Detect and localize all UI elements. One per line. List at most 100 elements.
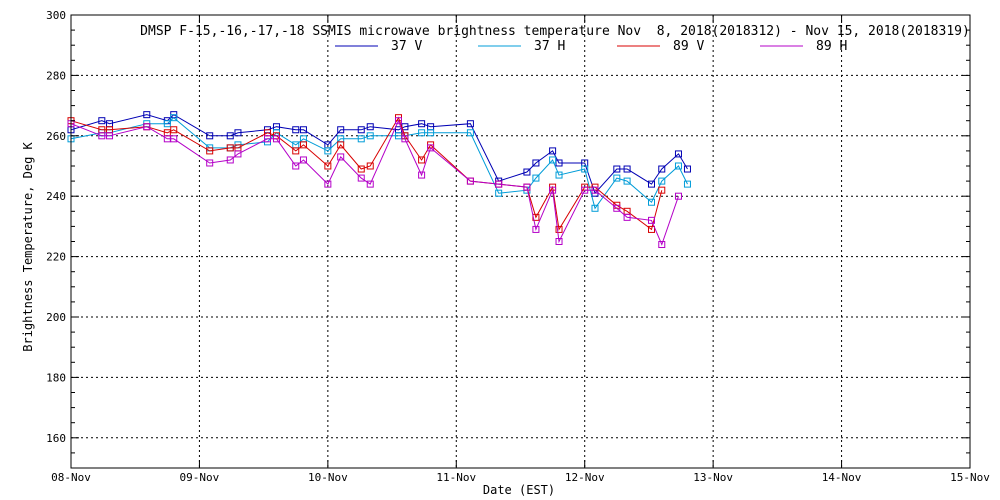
data-point xyxy=(337,126,345,134)
data-point xyxy=(292,162,300,170)
series-37-v xyxy=(67,111,691,197)
data-point xyxy=(613,165,621,173)
data-point xyxy=(170,126,178,134)
grid xyxy=(71,15,970,468)
data-point xyxy=(658,241,666,249)
series-line xyxy=(70,114,688,195)
data-point xyxy=(613,174,621,182)
data-point xyxy=(591,204,599,212)
data-point xyxy=(394,117,402,125)
y-tick-label: 280 xyxy=(46,69,66,82)
series-89-h xyxy=(67,117,682,249)
data-point xyxy=(581,165,589,173)
data-point xyxy=(495,189,503,197)
data-point xyxy=(324,180,332,188)
data-point xyxy=(272,135,280,143)
data-point xyxy=(206,132,214,140)
data-point xyxy=(549,156,557,164)
data-point xyxy=(263,135,271,143)
data-point xyxy=(206,147,214,155)
data-point xyxy=(401,135,409,143)
axes: 160 180 200 220 240 260 280 300 08-Nov 09-Nov 10-N… xyxy=(46,9,990,484)
data-point xyxy=(647,225,655,233)
y-tick-label: 220 xyxy=(46,251,66,264)
data-point xyxy=(647,180,655,188)
legend: 37 V 37 H 89 V 89 H xyxy=(335,39,847,54)
data-point xyxy=(623,177,631,185)
series-layer xyxy=(67,111,691,249)
data-point xyxy=(299,126,307,134)
data-point xyxy=(170,114,178,122)
x-tick-label: 12-Nov xyxy=(565,471,605,484)
data-point xyxy=(658,186,666,194)
data-point xyxy=(591,186,599,194)
data-point xyxy=(427,144,435,152)
data-point xyxy=(532,225,540,233)
data-point xyxy=(555,225,563,233)
data-point xyxy=(366,180,374,188)
plot-frame xyxy=(70,14,971,469)
data-point xyxy=(143,111,151,119)
data-point xyxy=(683,165,691,173)
data-point xyxy=(658,165,666,173)
series-89-v xyxy=(67,114,666,233)
data-point xyxy=(674,162,682,170)
data-point xyxy=(206,159,214,167)
data-point xyxy=(418,129,426,137)
data-point xyxy=(366,132,374,140)
data-point xyxy=(466,177,474,185)
y-tick-label: 300 xyxy=(46,9,66,22)
data-point xyxy=(466,120,474,128)
data-point xyxy=(613,204,621,212)
data-point xyxy=(523,183,531,191)
data-point xyxy=(466,129,474,137)
data-point xyxy=(106,132,114,140)
data-point xyxy=(581,186,589,194)
y-tick-label: 160 xyxy=(46,432,66,445)
data-point xyxy=(357,135,365,143)
data-point xyxy=(549,147,557,155)
data-point xyxy=(163,120,171,128)
y-tick-label: 200 xyxy=(46,311,66,324)
data-point xyxy=(658,177,666,185)
data-point xyxy=(170,135,178,143)
x-tick-label: 13-Nov xyxy=(693,471,733,484)
x-tick-label: 14-Nov xyxy=(822,471,862,484)
legend-label: 37 V xyxy=(391,39,422,54)
data-point xyxy=(299,156,307,164)
x-tick-label: 10-Nov xyxy=(308,471,348,484)
data-point xyxy=(495,180,503,188)
data-point xyxy=(337,153,345,161)
x-tick-label: 11-Nov xyxy=(436,471,476,484)
series-line xyxy=(70,116,663,231)
data-point xyxy=(299,141,307,149)
data-point xyxy=(98,117,106,125)
x-tick-label: 08-Nov xyxy=(51,471,91,484)
data-point xyxy=(366,123,374,131)
data-point xyxy=(292,126,300,134)
data-point xyxy=(418,120,426,128)
series-line xyxy=(70,117,688,210)
data-point xyxy=(549,186,557,194)
data-point xyxy=(623,213,631,221)
y-axis-label: Brightness Temperature, Deg K xyxy=(21,141,35,351)
data-point xyxy=(366,162,374,170)
data-point xyxy=(357,174,365,182)
data-point xyxy=(143,123,151,131)
data-point xyxy=(647,216,655,224)
data-point xyxy=(674,192,682,200)
data-point xyxy=(234,150,242,158)
data-point xyxy=(98,132,106,140)
chart-title: DMSP F-15,-16,-17,-18 SSMIS microwave br… xyxy=(140,24,970,39)
data-point xyxy=(674,150,682,158)
data-point xyxy=(324,147,332,155)
y-tick-label: 260 xyxy=(46,130,66,143)
data-point xyxy=(357,126,365,134)
data-point xyxy=(623,165,631,173)
data-point xyxy=(357,165,365,173)
legend-label: 89 V xyxy=(673,39,704,54)
series-line xyxy=(70,119,679,246)
x-tick-label: 15-Nov xyxy=(950,471,990,484)
data-point xyxy=(427,129,435,137)
x-tick-label: 09-Nov xyxy=(180,471,220,484)
